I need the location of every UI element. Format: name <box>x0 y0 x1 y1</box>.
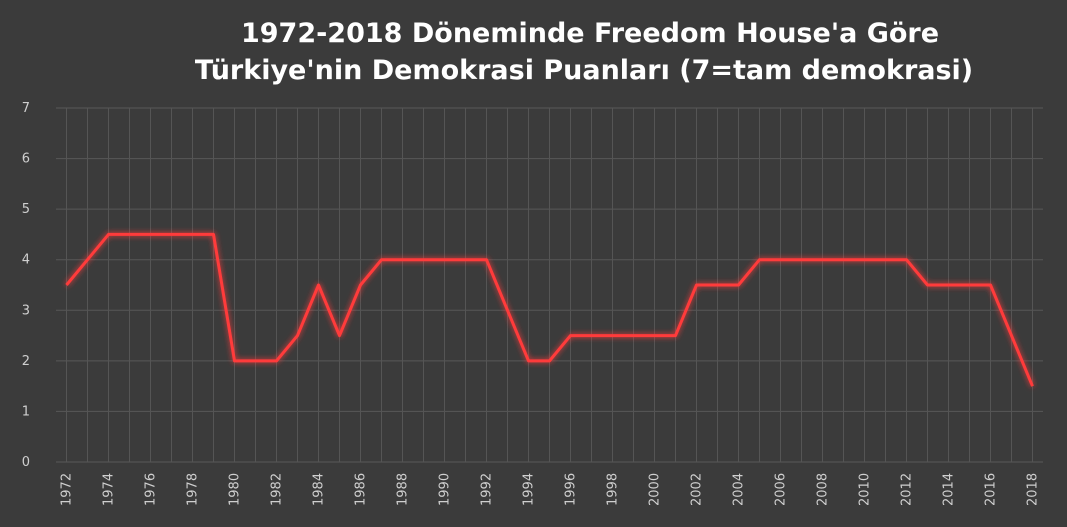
x-tick-label: 2016 <box>984 473 999 506</box>
chart-title: Türkiye'nin Demokrasi Puanları (7=tam de… <box>195 55 973 86</box>
x-tick-label: 1978 <box>186 473 201 506</box>
y-tick-label: 3 <box>22 303 30 318</box>
x-tick-label: 1972 <box>60 473 75 506</box>
x-tick-label: 2002 <box>690 473 705 506</box>
x-tick-label: 1984 <box>312 473 327 506</box>
x-tick-label: 1998 <box>606 473 621 506</box>
x-tick-label: 1992 <box>480 473 495 506</box>
x-tick-label: 2014 <box>942 473 957 506</box>
y-tick-label: 6 <box>22 152 30 167</box>
y-tick-label: 1 <box>22 404 30 419</box>
y-tick-label: 2 <box>22 354 30 369</box>
x-tick-label: 1986 <box>354 473 369 506</box>
y-tick-label: 0 <box>22 455 30 470</box>
chart-title: 1972-2018 Döneminde Freedom House'a Göre <box>241 18 939 49</box>
x-tick-label: 1988 <box>396 473 411 506</box>
x-tick-label: 1996 <box>564 473 579 506</box>
x-tick-label: 1976 <box>144 473 159 506</box>
x-tick-label: 1994 <box>522 473 537 506</box>
data-line <box>65 232 1034 387</box>
y-tick-label: 5 <box>22 202 30 217</box>
x-tick-label: 1980 <box>228 473 243 506</box>
x-tick-label: 2006 <box>774 473 789 506</box>
x-tick-label: 2018 <box>1026 473 1041 506</box>
y-tick-label: 4 <box>22 253 30 268</box>
y-tick-label: 7 <box>22 101 30 116</box>
x-tick-label: 2012 <box>900 473 915 506</box>
x-tick-label: 1990 <box>438 473 453 506</box>
x-tick-label: 2010 <box>858 473 873 506</box>
x-tick-label: 2008 <box>816 473 831 506</box>
x-tick-label: 1982 <box>270 473 285 506</box>
x-tick-label: 2000 <box>648 473 663 506</box>
x-tick-label: 1974 <box>102 473 117 506</box>
x-tick-label: 2004 <box>732 473 747 506</box>
